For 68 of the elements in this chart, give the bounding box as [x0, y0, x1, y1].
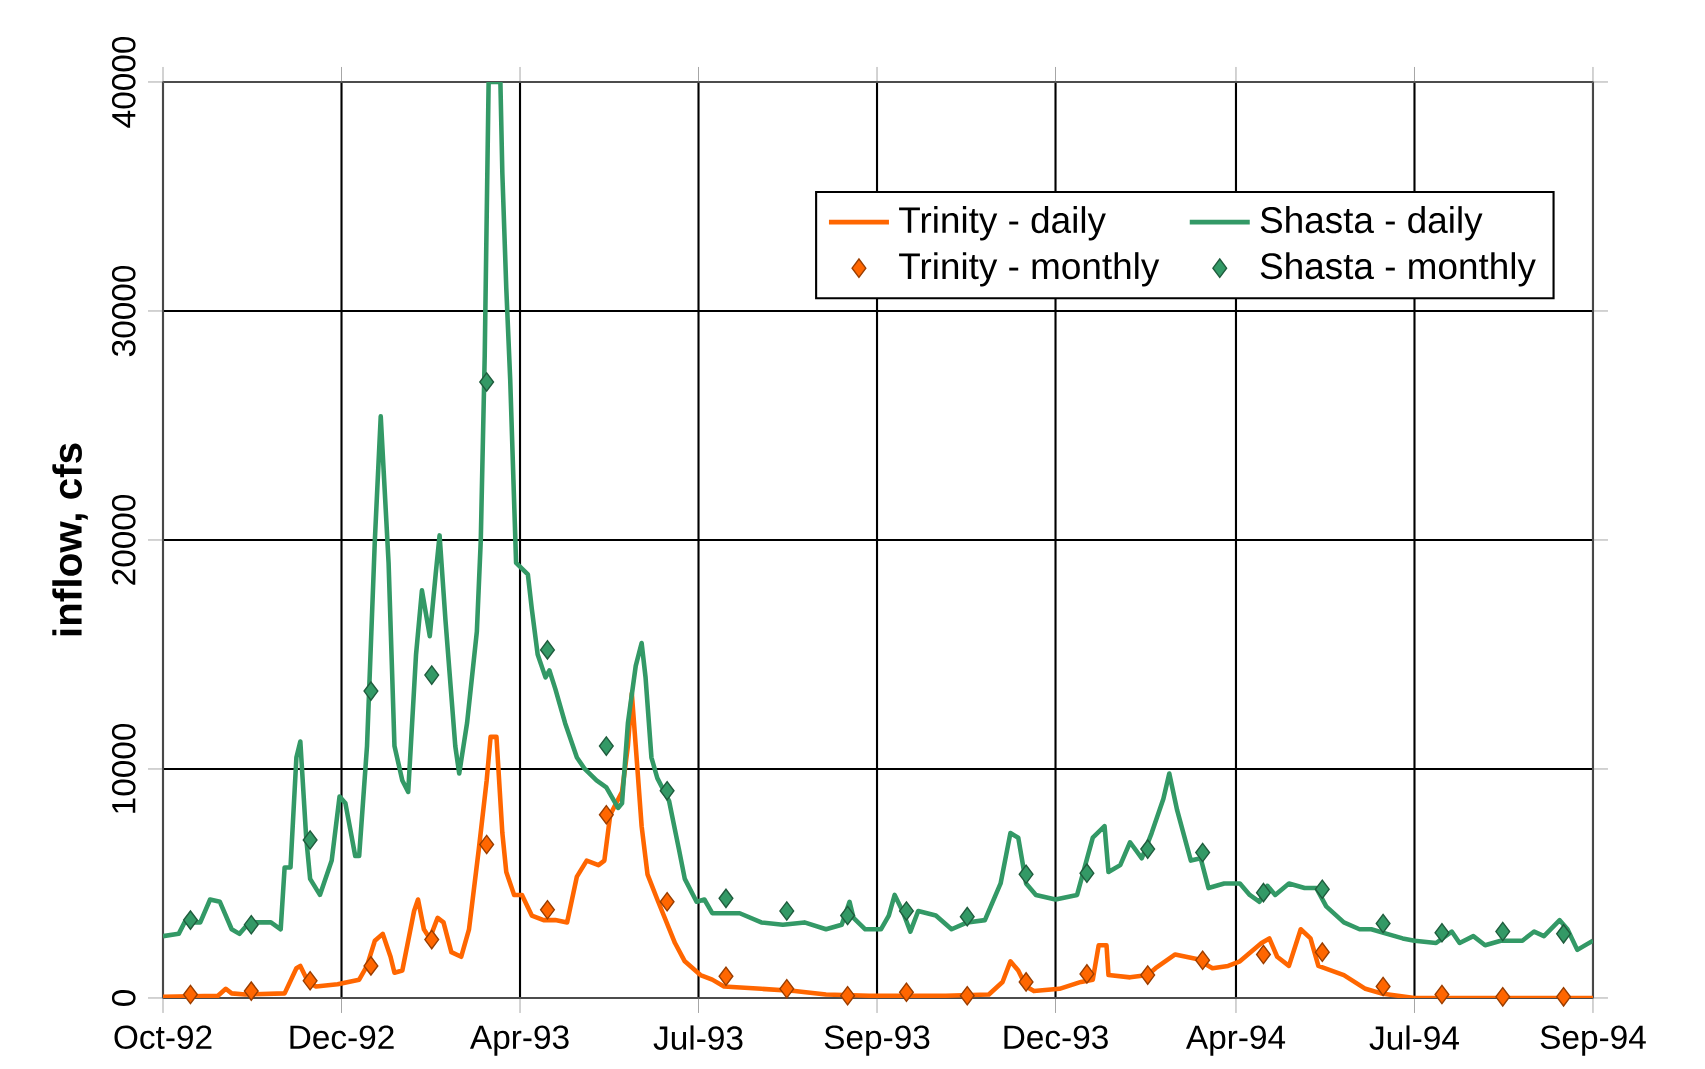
point: [243, 981, 259, 1001]
point: [1314, 942, 1330, 963]
point: [898, 901, 914, 921]
point: [1018, 972, 1034, 992]
point: [1556, 987, 1572, 1007]
y-axis-title: inflow, cfs: [52, 443, 88, 636]
point: [363, 681, 379, 701]
point: [1375, 913, 1391, 934]
point: [659, 780, 675, 801]
point: [1375, 976, 1391, 997]
point: [959, 985, 975, 1006]
x-tick-label: Dec-93: [1004, 1025, 1108, 1050]
legend-label: Shasta - daily: [1260, 206, 1483, 241]
x-tick-label: Oct-92: [114, 1025, 212, 1050]
point: [1079, 863, 1095, 884]
legend-label: Trinity - daily: [899, 206, 1106, 241]
point: [659, 891, 675, 912]
point: [1434, 922, 1450, 943]
point: [598, 736, 614, 756]
y-tick-label: 30000: [111, 265, 136, 357]
point: [1556, 924, 1572, 944]
point: [1495, 921, 1511, 942]
y-tick-label: 10000: [111, 723, 136, 813]
point: [182, 984, 199, 1005]
x-tick-label: Sep-94: [1540, 1025, 1646, 1056]
y-tick-label: 0: [111, 990, 136, 1006]
point: [1140, 839, 1156, 859]
point: [1314, 879, 1330, 900]
point: [1018, 864, 1034, 885]
point: [424, 665, 440, 685]
point: [1079, 964, 1095, 984]
x-tick-label: Apr-94: [1185, 1025, 1286, 1056]
point: [243, 914, 259, 935]
point: [539, 899, 556, 920]
y-tick-label: 20000: [111, 494, 136, 585]
point: [363, 956, 379, 976]
legend-label: Trinity - monthly: [899, 252, 1160, 287]
point: [1255, 882, 1271, 903]
point: [479, 372, 495, 392]
point: [302, 970, 318, 991]
point: [182, 910, 199, 930]
point: [424, 929, 440, 950]
point: [1495, 987, 1511, 1007]
point: [779, 978, 795, 999]
x-tick-label: Dec-92: [290, 1025, 394, 1050]
point: [1195, 950, 1211, 971]
point: [1255, 944, 1271, 965]
line-series: [163, 81, 1593, 953]
point: [479, 834, 495, 855]
y-tick-label: 40000: [111, 36, 136, 128]
point: [539, 640, 556, 660]
point: [840, 905, 856, 926]
x-tick-label: Sep-93: [824, 1025, 930, 1056]
x-tick-label: Apr-93: [469, 1025, 569, 1056]
point: [1434, 984, 1450, 1005]
point: [302, 830, 318, 850]
legend-label: Shasta - monthly: [1260, 252, 1536, 287]
point: [718, 888, 734, 909]
point: [1140, 965, 1156, 985]
point: [959, 906, 975, 927]
point: [1195, 842, 1211, 863]
point: [718, 966, 734, 987]
point: [598, 804, 614, 825]
point: [779, 901, 795, 921]
point: [840, 985, 856, 1006]
point: [898, 982, 914, 1003]
x-tick-label: Jul-94: [1369, 1025, 1459, 1050]
x-tick-label: Jul-93: [653, 1025, 743, 1050]
